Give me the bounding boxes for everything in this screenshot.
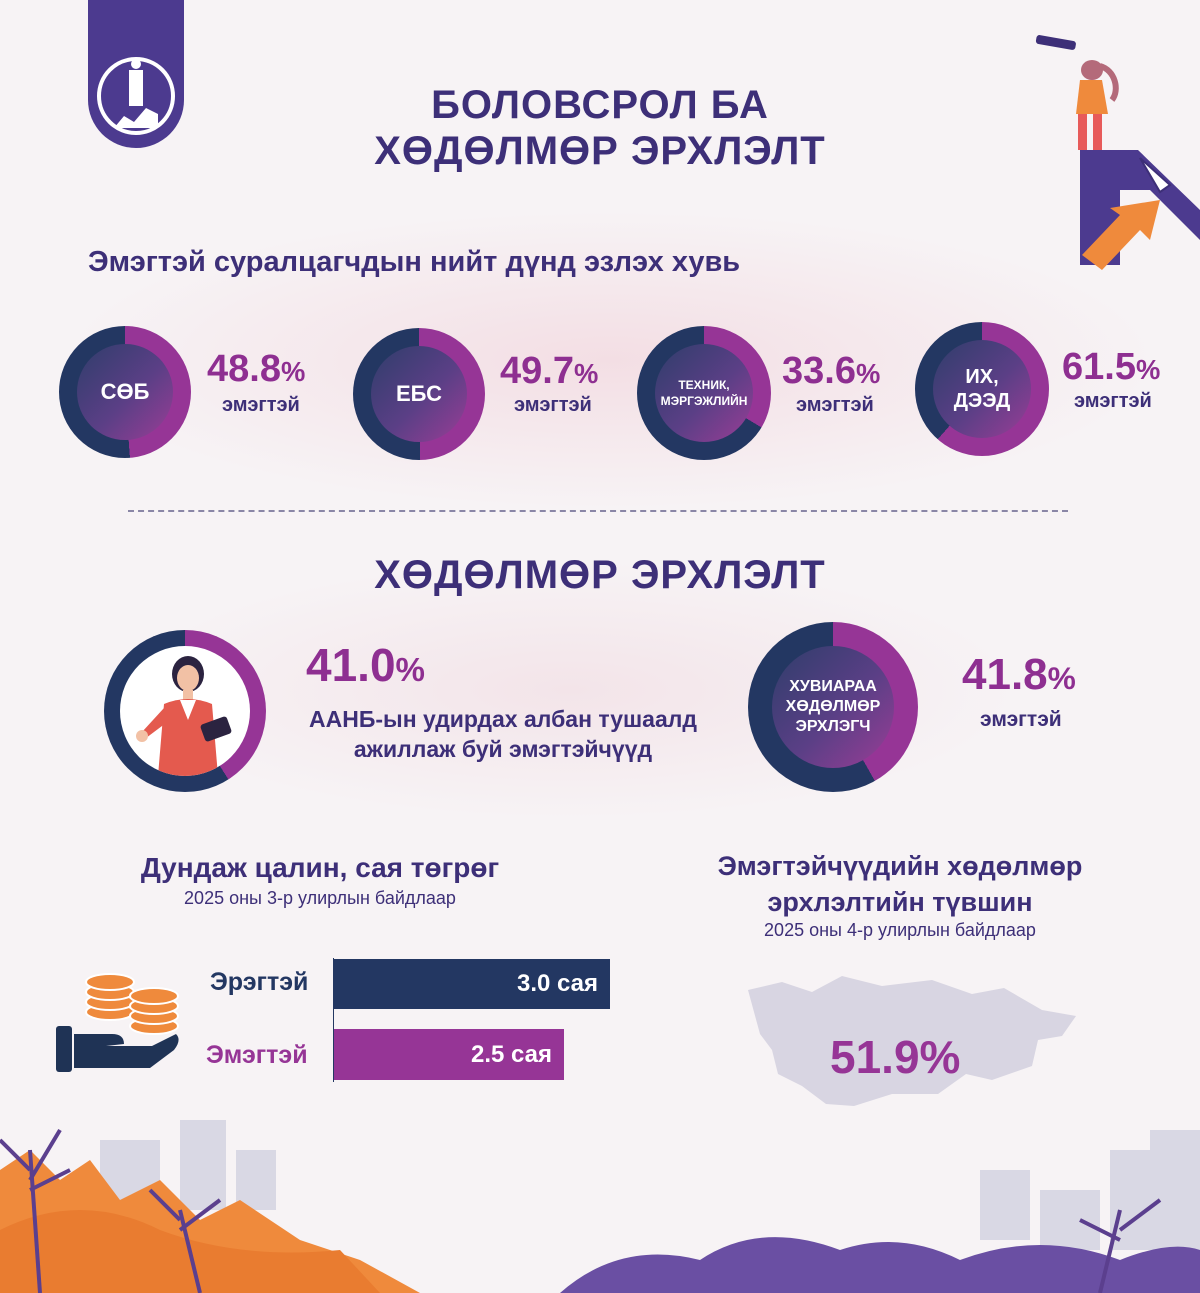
donut-chart-self-employed: ХУВИАРАА ХӨДӨЛМӨР ЭРХЛЭГЧ <box>748 622 918 792</box>
percent-caption: эмэгтэй <box>796 394 874 416</box>
donut-label: ТЕХНИК, МЭРГЭЖЛИЙН <box>655 344 753 442</box>
page-title-line1: БОЛОВСРОЛ БА <box>431 83 769 127</box>
percent-value: 61.5% <box>1062 346 1161 388</box>
coins-hand-icon <box>56 973 179 1072</box>
percent-value: 33.6% <box>782 350 881 392</box>
donut-label: ХУВИАРАА ХӨДӨЛМӨР ЭРХЛЭГЧ <box>772 646 894 768</box>
bottom-scenery-illustration <box>0 1120 1200 1293</box>
salary-label-female: Эмэгтэй <box>206 1041 308 1069</box>
education-heading: Эмэгтэй суралцагчдын нийт дүнд эзлэх хув… <box>88 246 741 278</box>
dashed-divider <box>128 510 1068 512</box>
donut-label: ИХ, ДЭЭД <box>933 340 1031 438</box>
percent-caption: эмэгтэй <box>514 394 592 416</box>
employment-heading: ХӨДӨЛМӨР ЭРХЛЭЛТ <box>374 553 826 597</box>
percent-value: 48.8% <box>207 348 306 390</box>
donut-label: СӨБ <box>77 344 173 440</box>
page-title-line2: ХӨДӨЛМӨР ЭРХЛЭЛТ <box>374 129 826 173</box>
donut-label: ЕБС <box>371 346 467 442</box>
salary-subtitle: 2025 оны 3-р улирлын байдлаар <box>184 888 456 908</box>
employment-rate-title: Эмэгтэйчүүдийн хөдөлмөр эрхлэлтийн түвши… <box>717 851 1083 917</box>
salary-bar-label: 2.5 сая <box>470 1040 552 1068</box>
salary-bar-female: 2.5 сая <box>334 1029 564 1080</box>
managers-percent: 41.0% <box>306 639 425 691</box>
telescope-woman-illustration <box>1035 35 1200 270</box>
salary-bar-label: 3.0 сая <box>516 970 598 997</box>
salary-label-male: Эрэгтэй <box>210 968 309 996</box>
businesswoman-illustration <box>120 646 250 776</box>
donut-chart-managers <box>104 630 266 792</box>
donut-chart-preschool: СӨБ <box>59 326 191 458</box>
managers-caption: ААНБ-ын удирдах албан тушаалд ажиллаж бу… <box>309 706 697 762</box>
percent-value: 49.7% <box>500 350 599 392</box>
emblem-logo <box>88 0 184 148</box>
employment-rate-value: 51.9% <box>830 1031 961 1083</box>
bar-axis <box>333 958 334 1082</box>
donut-chart-general-school: ЕБС <box>353 328 485 460</box>
self-employed-caption: эмэгтэй <box>980 708 1062 731</box>
donut-chart-vocational: ТЕХНИК, МЭРГЭЖЛИЙН <box>637 326 771 460</box>
percent-caption: эмэгтэй <box>1074 390 1152 412</box>
donut-chart-higher-education: ИХ, ДЭЭД <box>915 322 1049 456</box>
self-employed-percent: 41.8% <box>962 650 1076 699</box>
salary-title: Дундаж цалин, сая төгрөг <box>140 852 500 883</box>
mongolia-map <box>748 976 1076 1106</box>
salary-bar-male: 3.0 сая <box>334 959 610 1009</box>
percent-caption: эмэгтэй <box>222 394 300 416</box>
employment-rate-subtitle: 2025 оны 4-р улирлын байдлаар <box>764 920 1036 940</box>
